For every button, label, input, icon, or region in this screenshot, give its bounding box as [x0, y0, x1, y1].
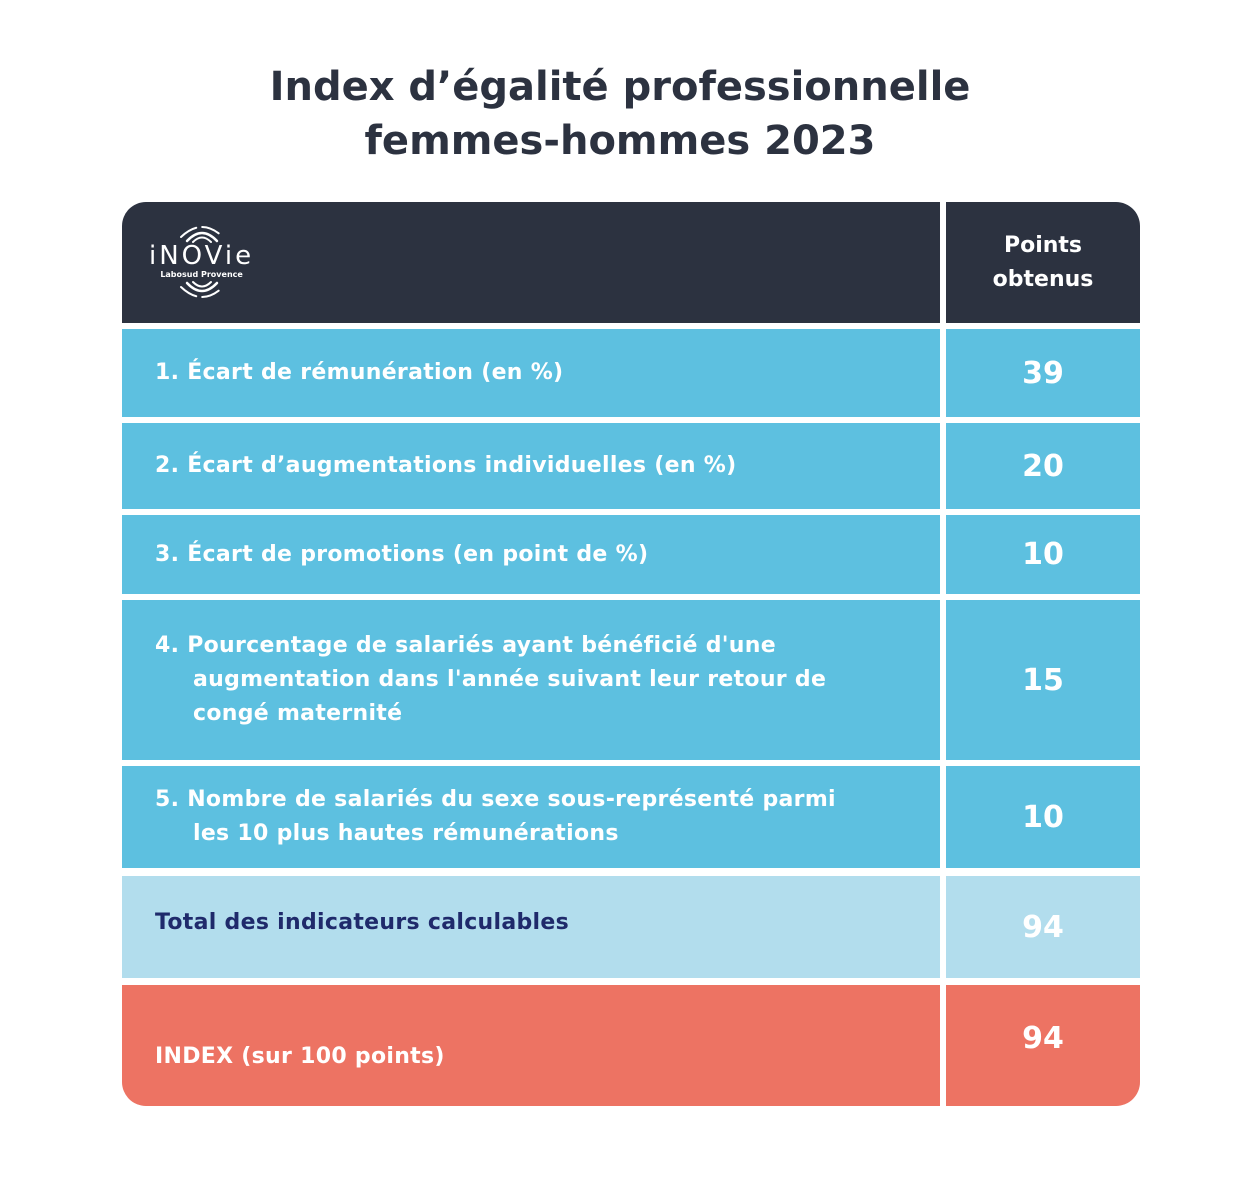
index-table: iNOVie Labosud Provence Points obtenus 1… — [122, 202, 1140, 1106]
inovie-logo: iNOVie Labosud Provence — [149, 221, 254, 304]
indicator-2-points: 20 — [1022, 448, 1064, 484]
indicator-4-label-line-2: augmentation dans l'année suivant leur r… — [193, 667, 827, 692]
table-row: 1. Écart de rémunération (en %) 39 — [122, 329, 1140, 417]
table-row: 4. Pourcentage de salariés ayant bénéfic… — [122, 600, 1140, 760]
indicator-4-points: 15 — [1022, 662, 1064, 698]
total-points-cell: 94 — [946, 876, 1140, 978]
index-label-cell: INDEX (sur 100 points) — [122, 985, 940, 1106]
index-row: INDEX (sur 100 points) 94 — [122, 985, 1140, 1106]
indicator-points-cell: 20 — [946, 423, 1140, 509]
indicator-points-cell: 10 — [946, 766, 1140, 868]
logo-bottom-arcs-icon — [179, 281, 224, 298]
indicator-4-label: 4. Pourcentage de salariés ayant bénéfic… — [155, 629, 826, 731]
index-label: INDEX (sur 100 points) — [155, 1043, 445, 1069]
indicator-label-cell: 2. Écart d’augmentations individuelles (… — [122, 423, 940, 509]
total-label: Total des indicateurs calculables — [155, 910, 569, 935]
index-points: 94 — [1022, 1021, 1064, 1056]
title-line-1: Index d’égalité professionnelle — [269, 64, 971, 110]
indicator-3-label: 3. Écart de promotions (en point de %) — [155, 541, 649, 567]
points-header-line-1: Points — [1003, 232, 1083, 258]
indicator-5-label-line-2: les 10 plus hautes rémunérations — [193, 821, 619, 846]
indicator-points-cell: 15 — [946, 600, 1140, 760]
indicator-label-cell: 3. Écart de promotions (en point de %) — [122, 515, 940, 594]
indicator-label-cell: 4. Pourcentage de salariés ayant bénéfic… — [122, 600, 940, 760]
indicator-5-label: 5. Nombre de salariés du sexe sous-repré… — [155, 783, 836, 851]
indicator-5-label-line-1: 5. Nombre de salariés du sexe sous-repré… — [155, 787, 836, 812]
indicator-4-label-line-3: congé maternité — [193, 701, 403, 726]
indicator-5-points: 10 — [1022, 799, 1064, 835]
indicator-label-cell: 5. Nombre de salariés du sexe sous-repré… — [122, 766, 940, 868]
table-header-row: iNOVie Labosud Provence Points obtenus — [122, 202, 1140, 323]
total-label-cell: Total des indicateurs calculables — [122, 876, 940, 978]
title-line-2: femmes-hommes 2023 — [364, 118, 876, 164]
logo-cell: iNOVie Labosud Provence — [122, 202, 940, 323]
indicator-1-points: 39 — [1022, 355, 1064, 391]
indicator-points-cell: 10 — [946, 515, 1140, 594]
points-header: Points obtenus — [993, 229, 1094, 297]
index-points-cell: 94 — [946, 985, 1140, 1106]
points-header-cell: Points obtenus — [946, 202, 1140, 323]
indicator-1-label: 1. Écart de rémunération (en %) — [155, 360, 564, 385]
total-points: 94 — [1022, 909, 1064, 945]
logo-wordmark: iNOVie — [149, 241, 255, 271]
indicator-3-points: 10 — [1022, 537, 1064, 572]
table-row: 5. Nombre de salariés du sexe sous-repré… — [122, 766, 1140, 868]
logo-top-arcs-icon — [179, 226, 224, 243]
indicator-2-label: 2. Écart d’augmentations individuelles (… — [155, 453, 737, 478]
points-header-line-2: obtenus — [992, 266, 1094, 292]
table-row: 3. Écart de promotions (en point de %) 1… — [122, 515, 1140, 594]
indicator-4-label-line-1: 4. Pourcentage de salariés ayant bénéfic… — [155, 633, 776, 658]
total-row: Total des indicateurs calculables 94 — [122, 876, 1140, 978]
table-row: 2. Écart d’augmentations individuelles (… — [122, 423, 1140, 509]
indicator-points-cell: 39 — [946, 329, 1140, 417]
page-title: Index d’égalité professionnelle femmes-h… — [0, 60, 1240, 168]
indicator-label-cell: 1. Écart de rémunération (en %) — [122, 329, 940, 417]
logo-subtitle: Labosud Provence — [160, 270, 243, 279]
